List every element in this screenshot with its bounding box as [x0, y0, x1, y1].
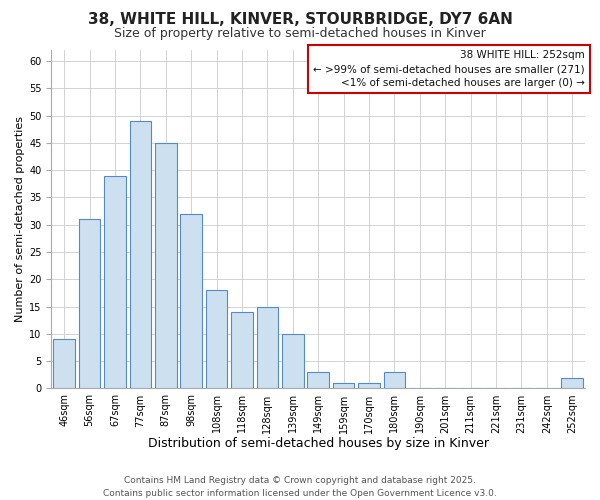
Bar	[79, 219, 100, 388]
Bar	[231, 312, 253, 388]
Bar	[130, 121, 151, 388]
Bar	[307, 372, 329, 388]
Text: Size of property relative to semi-detached houses in Kinver: Size of property relative to semi-detach…	[114, 28, 486, 40]
Text: 38 WHITE HILL: 252sqm
← >99% of semi-detached houses are smaller (271)
<1% of se: 38 WHITE HILL: 252sqm ← >99% of semi-det…	[313, 50, 585, 88]
Bar	[358, 383, 380, 388]
Text: Contains HM Land Registry data © Crown copyright and database right 2025.
Contai: Contains HM Land Registry data © Crown c…	[103, 476, 497, 498]
Bar	[562, 378, 583, 388]
X-axis label: Distribution of semi-detached houses by size in Kinver: Distribution of semi-detached houses by …	[148, 437, 488, 450]
Bar	[104, 176, 126, 388]
Bar	[333, 383, 355, 388]
Bar	[206, 290, 227, 388]
Bar	[257, 306, 278, 388]
Bar	[53, 340, 75, 388]
Bar	[282, 334, 304, 388]
Text: 38, WHITE HILL, KINVER, STOURBRIDGE, DY7 6AN: 38, WHITE HILL, KINVER, STOURBRIDGE, DY7…	[88, 12, 512, 28]
Y-axis label: Number of semi-detached properties: Number of semi-detached properties	[15, 116, 25, 322]
Bar	[181, 214, 202, 388]
Bar	[155, 143, 176, 388]
Bar	[383, 372, 405, 388]
